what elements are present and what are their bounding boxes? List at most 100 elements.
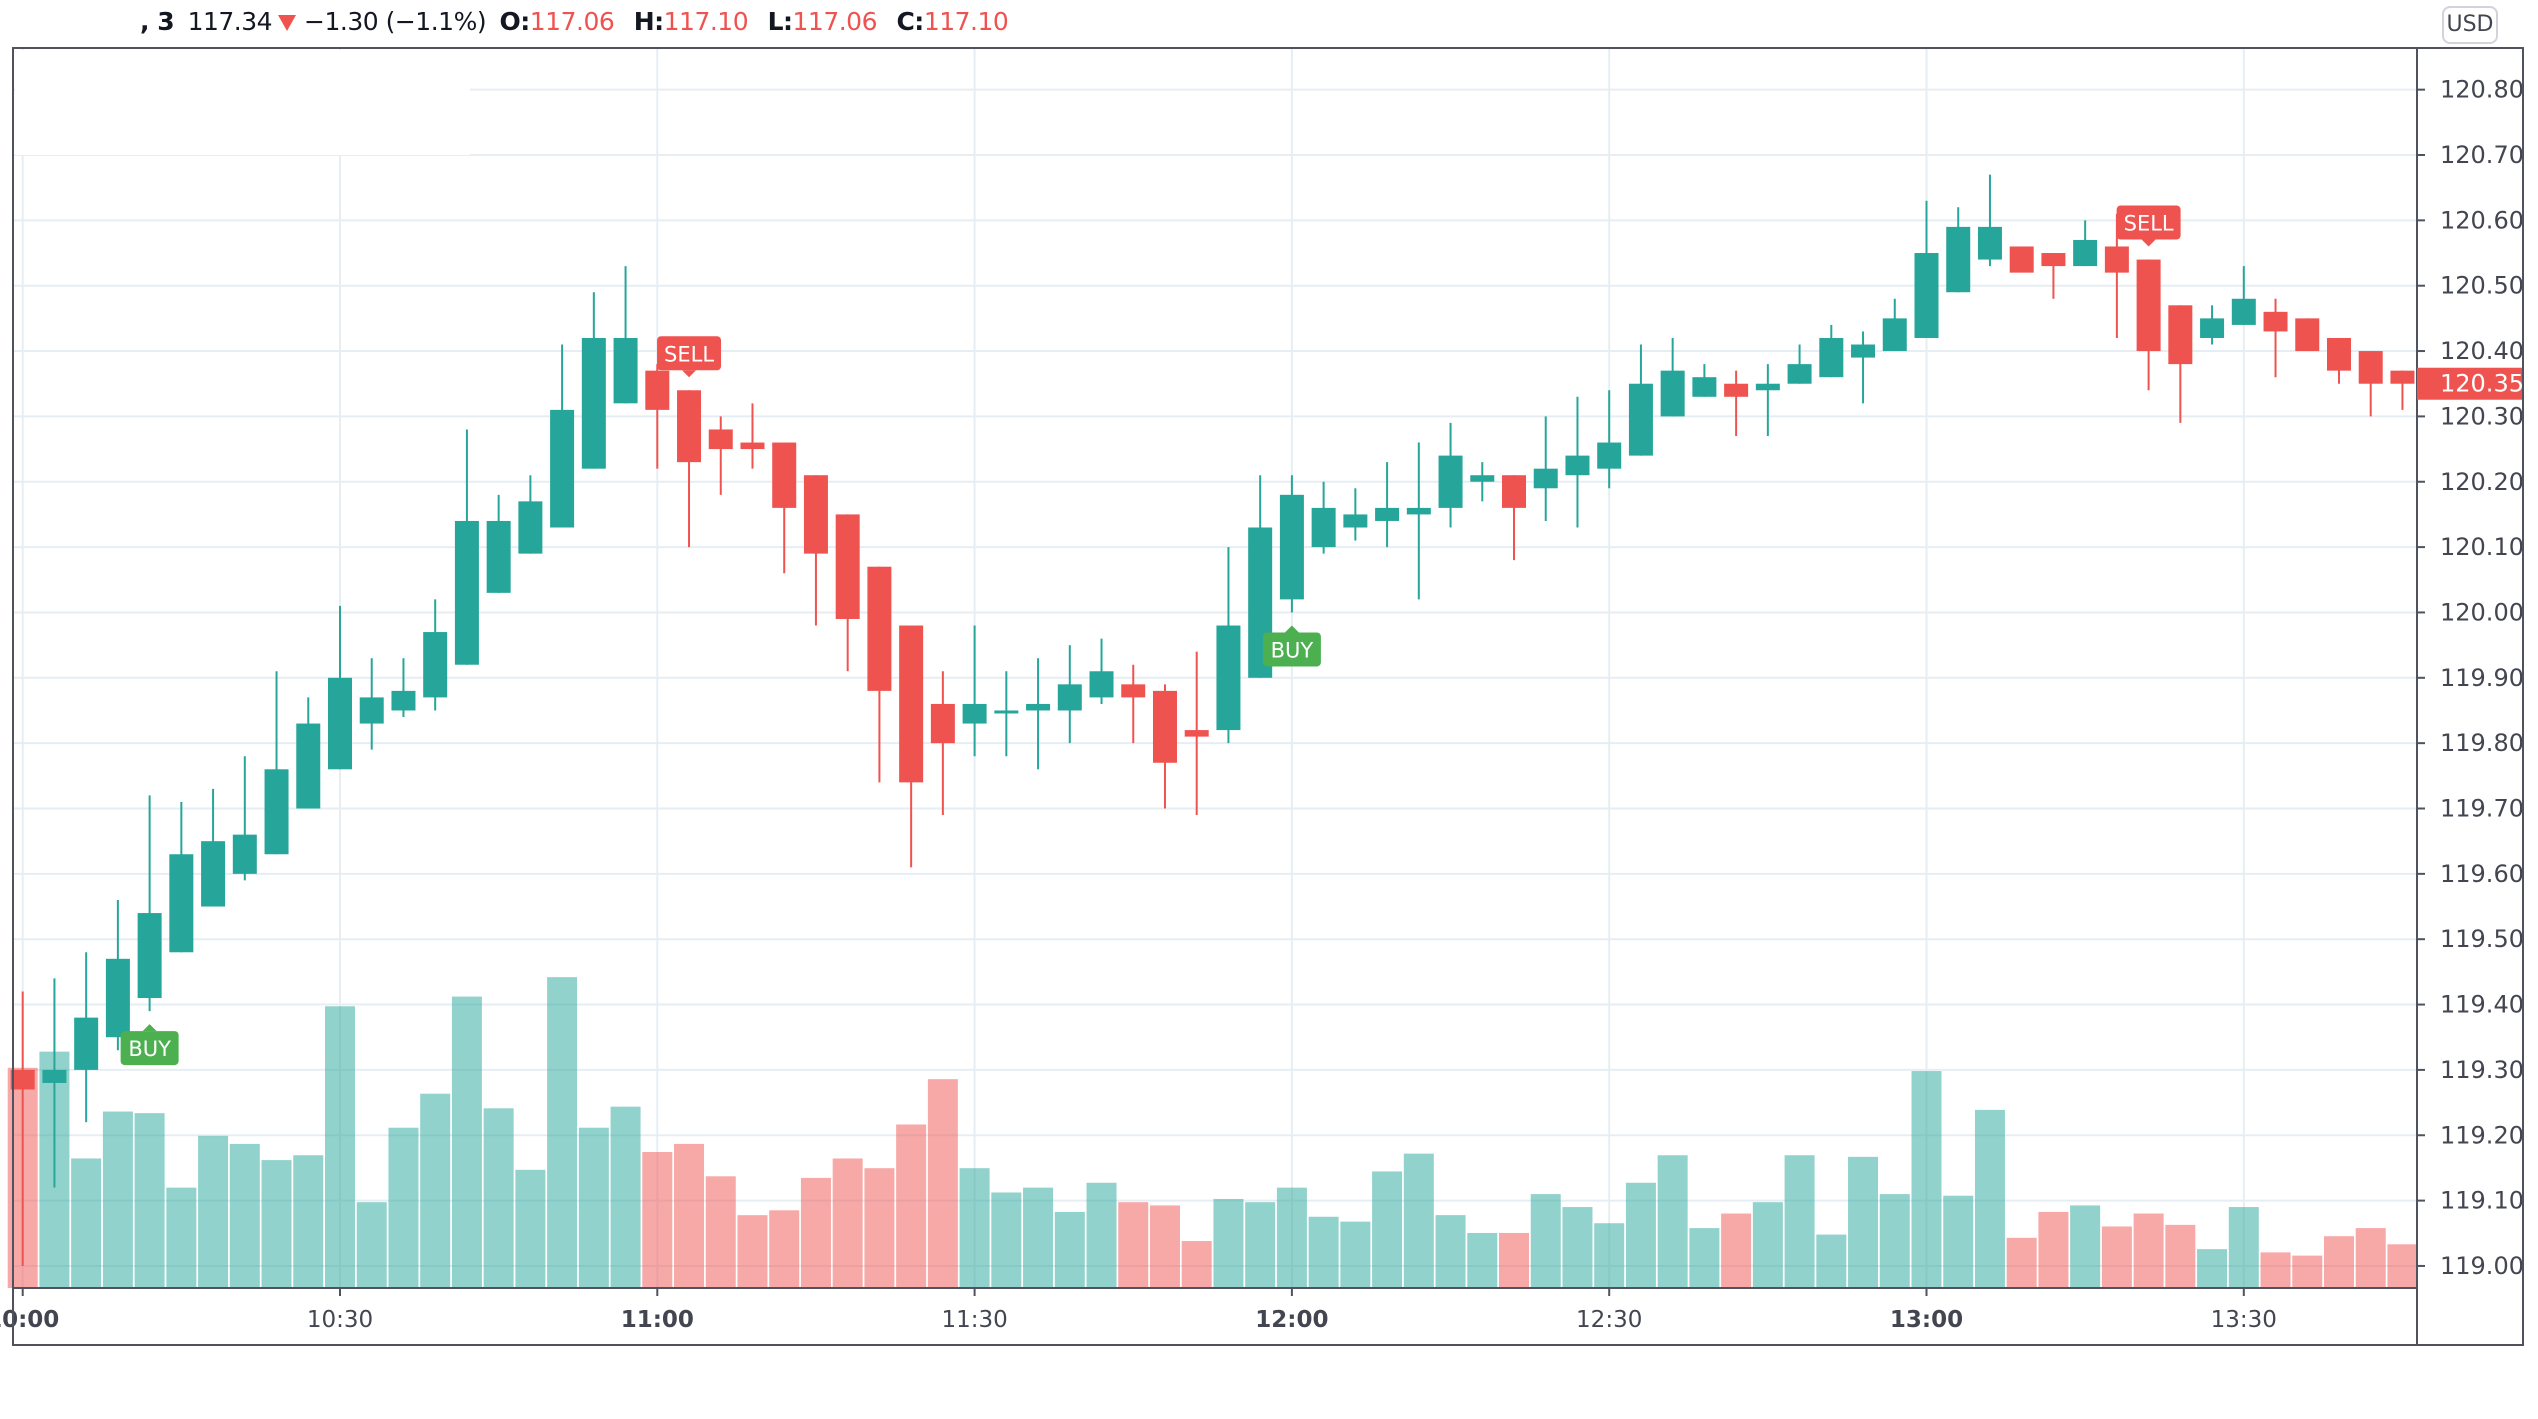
candle-body xyxy=(1216,625,1241,731)
candle-body xyxy=(581,337,606,469)
volume-bar xyxy=(1943,1195,1974,1288)
volume-bar xyxy=(198,1135,229,1288)
price-tick-label: 119.40 xyxy=(2440,991,2524,1019)
low-label: L: xyxy=(767,7,793,36)
candle-body xyxy=(105,958,130,1038)
candle-body xyxy=(962,703,987,724)
volume-bar xyxy=(102,1111,133,1288)
close-value: 117.10 xyxy=(923,7,1009,36)
volume-bar xyxy=(737,1215,768,1288)
volume-bar xyxy=(2038,1211,2069,1288)
volume-bar xyxy=(2228,1207,2259,1288)
candle-body xyxy=(1724,383,1749,397)
time-tick-label: 11:00 xyxy=(621,1307,694,1333)
volume-bar xyxy=(1752,1202,1783,1288)
currency-button[interactable]: USD xyxy=(2442,6,2498,44)
candle-body xyxy=(1502,475,1527,508)
candle-body xyxy=(994,710,1019,714)
volume-bar xyxy=(134,1113,165,1288)
close-label: C: xyxy=(896,7,924,36)
time-tick-label: 11:30 xyxy=(941,1307,1007,1333)
volume-bar xyxy=(1023,1187,1054,1288)
volume-bar xyxy=(1689,1228,1720,1288)
volume-bar xyxy=(832,1158,863,1288)
candle-body xyxy=(1882,318,1907,352)
candle-body xyxy=(803,475,828,554)
candle-body xyxy=(486,520,511,593)
sell-signal-label: SELL xyxy=(664,342,714,366)
candle-body xyxy=(1375,507,1400,521)
candle-body xyxy=(1026,703,1051,711)
volume-bar xyxy=(2006,1237,2037,1288)
price-tick-label: 119.90 xyxy=(2440,664,2524,692)
volume-bar xyxy=(1372,1171,1403,1288)
price-tick-label: 120.40 xyxy=(2440,337,2524,365)
candle-body xyxy=(1819,337,1844,378)
candle-body xyxy=(1311,507,1336,548)
candle-body xyxy=(867,566,892,691)
candle-body xyxy=(645,370,670,410)
price-tick-label: 119.50 xyxy=(2440,925,2524,953)
volume-bar xyxy=(1911,1071,1942,1288)
candle-body xyxy=(1057,684,1082,711)
volume-bar xyxy=(2070,1205,2101,1288)
volume-bar xyxy=(705,1176,736,1288)
candle-body xyxy=(1914,253,1939,338)
volume-bar xyxy=(1118,1202,1149,1288)
grid xyxy=(13,48,2417,1288)
volume-bar xyxy=(864,1168,895,1288)
candle-body xyxy=(2326,337,2351,371)
sell-signal-badge xyxy=(657,336,722,371)
candle-body xyxy=(2263,311,2288,332)
candle-body xyxy=(296,723,321,809)
candle-body xyxy=(391,690,416,711)
volume-bar xyxy=(356,1202,387,1288)
candle-body xyxy=(328,677,352,770)
candle-body xyxy=(613,337,638,404)
volume-bar xyxy=(2292,1255,2323,1288)
volume-bar xyxy=(1657,1155,1688,1288)
sell-signal-badge xyxy=(2116,205,2181,240)
price-tick-label: 119.10 xyxy=(2440,1187,2524,1215)
candle-body xyxy=(423,632,448,698)
volume-bar xyxy=(2323,1236,2354,1288)
volume-bar xyxy=(2197,1249,2228,1288)
volume-bar xyxy=(2387,1244,2418,1288)
volume-bar xyxy=(1181,1241,1212,1288)
candle-body xyxy=(1628,383,1653,456)
volume-bar xyxy=(1530,1194,1561,1288)
candle-body xyxy=(1565,455,1590,476)
buy-signal-pointer xyxy=(142,1024,157,1032)
candle-body xyxy=(1343,514,1368,528)
candle-body xyxy=(264,769,289,855)
volume-bar xyxy=(642,1152,673,1288)
last-price-badge xyxy=(2417,367,2522,400)
volume-bar xyxy=(547,977,578,1288)
price-tick-label: 120.30 xyxy=(2440,402,2524,430)
price-tick-label: 120.10 xyxy=(2440,533,2524,561)
volume-bar xyxy=(1340,1221,1371,1288)
low-value: 117.06 xyxy=(792,7,878,36)
volume-bar xyxy=(388,1127,419,1288)
candle-body xyxy=(550,409,575,528)
volume-bar xyxy=(2355,1228,2386,1288)
volume-bar xyxy=(1625,1182,1656,1288)
volume-bar xyxy=(1721,1213,1752,1288)
candle-body xyxy=(677,390,702,463)
candle-body xyxy=(740,442,765,450)
volume-bar xyxy=(959,1168,990,1288)
trade-signals: BUY SELL BUY SELL xyxy=(120,205,2181,1066)
volume-bar xyxy=(1974,1109,2005,1288)
volume-bar xyxy=(1403,1153,1434,1288)
volume-bar xyxy=(1816,1234,1847,1288)
volume-bar xyxy=(483,1108,514,1288)
candle-body xyxy=(74,1017,99,1070)
volume-bar xyxy=(927,1079,958,1288)
candle-body xyxy=(518,501,543,554)
candle-body xyxy=(454,520,479,665)
volume-bars xyxy=(7,977,2418,1288)
price-tick-label: 120.50 xyxy=(2440,272,2524,300)
candle-body xyxy=(1152,690,1177,763)
candle-body xyxy=(2136,259,2161,352)
